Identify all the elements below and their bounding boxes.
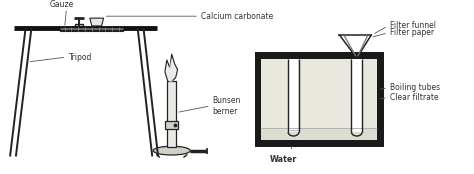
Text: Clear filtrate: Clear filtrate (390, 93, 438, 102)
Bar (255, 140, 384, 147)
Text: Boiling tubes: Boiling tubes (390, 83, 440, 92)
Bar (167, 81, 176, 147)
Bar (261, 59, 377, 128)
Ellipse shape (153, 146, 190, 155)
FancyBboxPatch shape (75, 24, 83, 30)
Text: Calcium carbonate: Calcium carbonate (201, 12, 273, 21)
Text: Bunsen
berner: Bunsen berner (213, 96, 241, 116)
Bar (352, 59, 362, 132)
Text: Water: Water (270, 155, 298, 164)
Bar (255, 52, 384, 59)
Bar (289, 130, 298, 132)
Polygon shape (169, 60, 173, 81)
Bar (377, 52, 384, 147)
Text: Filter paper: Filter paper (390, 28, 434, 37)
Text: Filter funnel: Filter funnel (390, 21, 436, 30)
Polygon shape (90, 18, 103, 26)
Polygon shape (165, 54, 178, 81)
Bar (60, 27, 123, 31)
Bar (261, 59, 377, 140)
Bar (165, 121, 178, 129)
Bar (255, 52, 261, 147)
Text: Gauze: Gauze (50, 0, 74, 9)
Bar (289, 59, 298, 132)
Text: Tripod: Tripod (68, 53, 92, 62)
